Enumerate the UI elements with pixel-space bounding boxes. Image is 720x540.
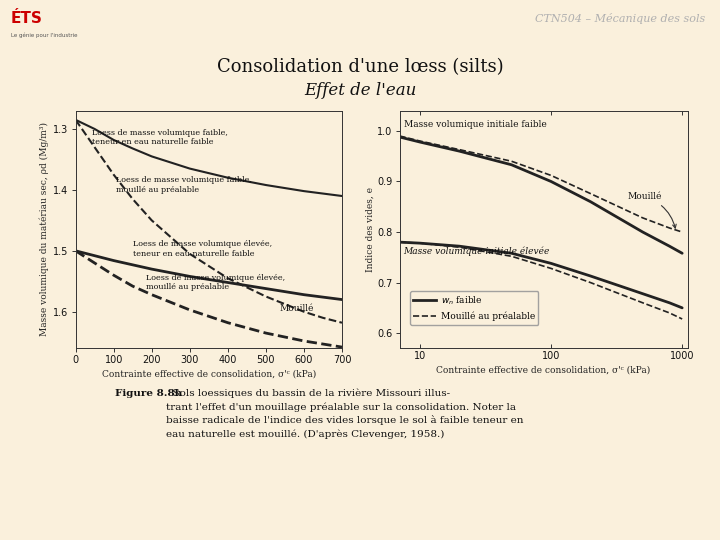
Text: Loess de masse volumique faible,
teneur en eau naturelle faible: Loess de masse volumique faible, teneur …	[91, 129, 228, 146]
X-axis label: Contrainte effective de consolidation, σ'ᶜ (kPa): Contrainte effective de consolidation, σ…	[436, 365, 651, 374]
Text: Loess de masse volumique faible,
mouillé au préalable: Loess de masse volumique faible, mouillé…	[115, 177, 251, 194]
Legend: $w_n$ faible, Mouillé au préalable: $w_n$ faible, Mouillé au préalable	[410, 291, 539, 325]
Y-axis label: Masse volumique du matériau sec, ρd (Mg/m³): Masse volumique du matériau sec, ρd (Mg/…	[40, 123, 49, 336]
Text: Mouillé: Mouillé	[627, 192, 676, 228]
X-axis label: Contrainte effective de consolidation, σ'ᶜ (kPa): Contrainte effective de consolidation, σ…	[102, 369, 316, 379]
Text: Mouillé: Mouillé	[279, 303, 314, 313]
Text: ÉTS: ÉTS	[11, 11, 42, 26]
Text: Le génie pour l'industrie: Le génie pour l'industrie	[11, 32, 77, 38]
Text: Masse volumique initiale faible: Masse volumique initiale faible	[403, 120, 546, 130]
Text: Masse volumique initiale élevée: Masse volumique initiale élevée	[403, 247, 550, 256]
Text: CTN504 – Mécanique des sols: CTN504 – Mécanique des sols	[536, 14, 706, 24]
Text: Figure 8.8h: Figure 8.8h	[115, 389, 182, 398]
Text: Consolidation d'une lœss (silts): Consolidation d'une lœss (silts)	[217, 58, 503, 77]
Text: Sols loessiques du bassin de la rivière Missouri illus-
trant l'effet d'un mouil: Sols loessiques du bassin de la rivière …	[166, 389, 523, 438]
Text: Loess de masse volumique élevée,
teneur en eau naturelle faible: Loess de masse volumique élevée, teneur …	[132, 240, 272, 258]
Text: Loess de masse volumique élevée,
mouillé au préalable: Loess de masse volumique élevée, mouillé…	[146, 274, 285, 291]
Text: Effet de l'eau: Effet de l'eau	[304, 82, 416, 99]
Y-axis label: Indice des vides, e: Indice des vides, e	[366, 187, 374, 272]
